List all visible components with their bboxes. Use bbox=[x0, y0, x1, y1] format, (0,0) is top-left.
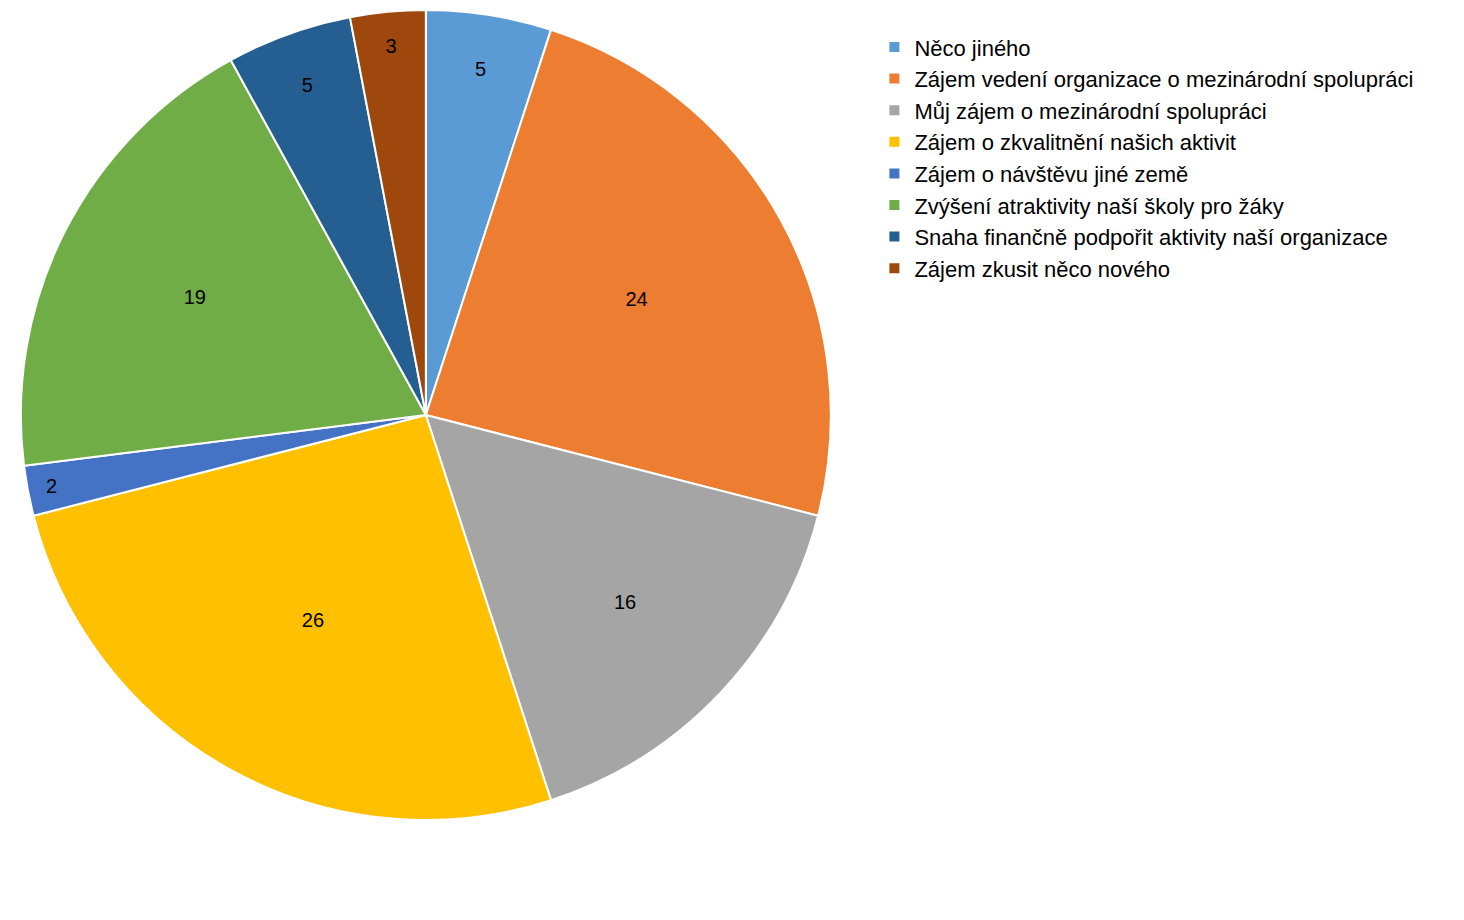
svg-text:5: 5 bbox=[302, 74, 313, 96]
svg-text:Zájem zkusit něco nového: Zájem zkusit něco nového bbox=[914, 257, 1170, 282]
svg-text:3: 3 bbox=[385, 35, 396, 57]
svg-text:16: 16 bbox=[614, 591, 636, 613]
svg-text:24: 24 bbox=[625, 288, 647, 310]
svg-text:19: 19 bbox=[184, 286, 206, 308]
svg-text:26: 26 bbox=[302, 609, 324, 631]
svg-text:Snaha finančně podpořit aktivi: Snaha finančně podpořit aktivity naší or… bbox=[914, 225, 1387, 250]
svg-text:Něco jiného: Něco jiného bbox=[914, 36, 1030, 61]
svg-text:Můj zájem o mezinárodní spolup: Můj zájem o mezinárodní spolupráci bbox=[914, 99, 1266, 124]
svg-text:Zájem vedení organizace o mezi: Zájem vedení organizace o mezinárodní sp… bbox=[914, 67, 1413, 92]
svg-text:Zájem o návštěvu jiné země: Zájem o návštěvu jiné země bbox=[914, 162, 1188, 187]
svg-text:Zájem o zkvalitnění našich akt: Zájem o zkvalitnění našich aktivit bbox=[914, 130, 1236, 155]
svg-text:Zvýšení atraktivity naší školy: Zvýšení atraktivity naší školy pro žáky bbox=[914, 194, 1283, 219]
svg-text:2: 2 bbox=[46, 475, 57, 497]
svg-text:5: 5 bbox=[475, 58, 486, 80]
